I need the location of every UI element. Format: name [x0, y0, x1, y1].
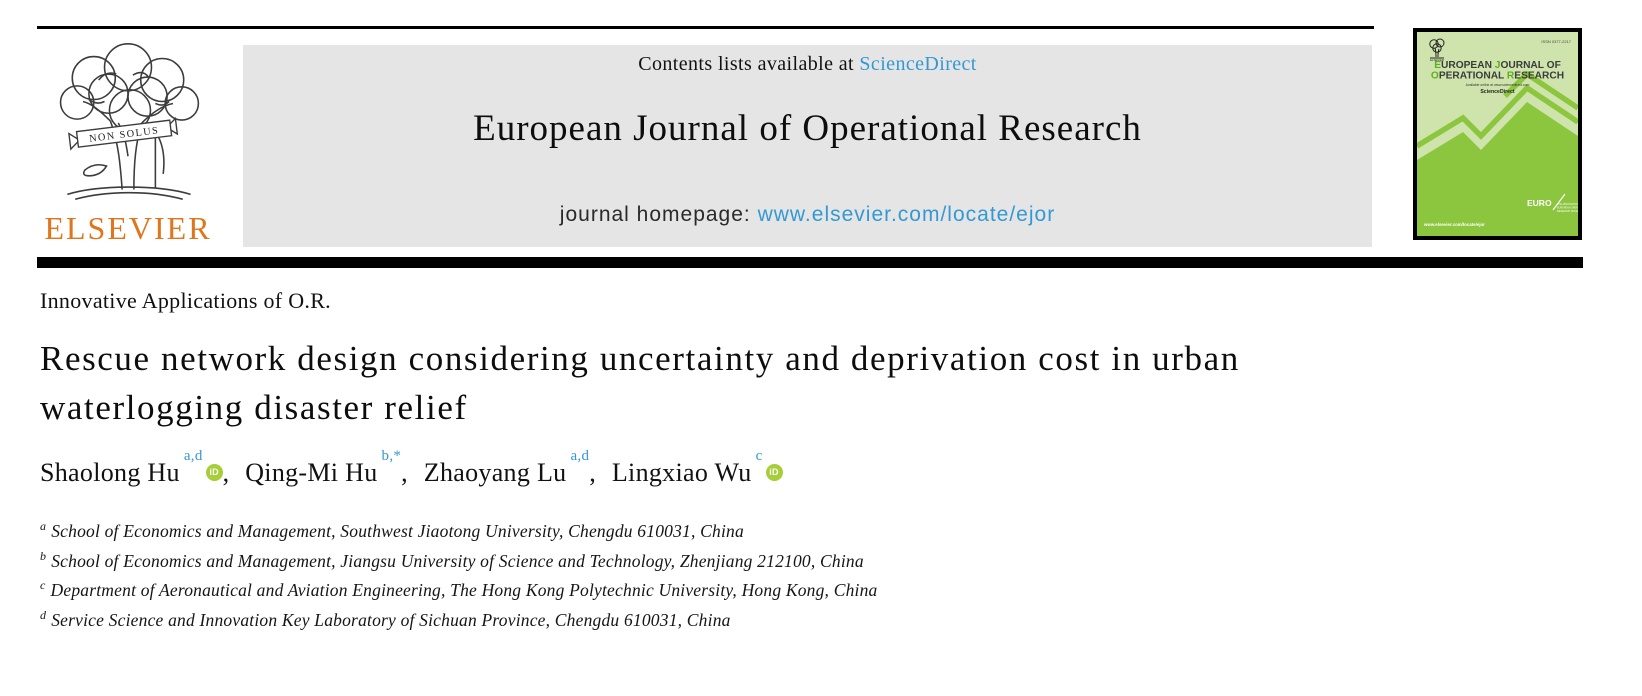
author: Shaolong Hua,diD,: [40, 448, 245, 487]
article-title: Rescue network design considering uncert…: [40, 339, 1240, 427]
journal-title: European Journal of Operational Research: [473, 108, 1142, 149]
author-affiliation-sup: a,d: [570, 448, 590, 465]
affiliation: a School of Economics and Management, Sou…: [40, 514, 878, 544]
author-affiliation-sup: b,*: [381, 448, 402, 465]
author: Zhaoyang Lua,d,: [423, 448, 612, 487]
affiliation: d Service Science and Innovation Key Labo…: [40, 603, 878, 633]
orcid-icon[interactable]: iD: [205, 464, 223, 481]
author-separator: ,: [589, 458, 603, 487]
svg-text:EUROPEAN OPERATIONAL: EUROPEAN OPERATIONAL: [1557, 206, 1578, 209]
elsevier-wordmark: ELSEVIER: [44, 210, 212, 246]
author-separator: ,: [401, 458, 415, 487]
affiliation-text: Department of Aeronautical and Aviation …: [50, 579, 878, 600]
journal-cover-thumbnail: ELSEVIER ISSN 0377-2217 EUROPEAN JOURNAL…: [1413, 28, 1582, 240]
cover-elsevier-small-wordmark: ELSEVIER: [1430, 58, 1444, 62]
author-name: Qing-Mi Hu: [245, 458, 378, 487]
affiliation: c Department of Aeronautical and Aviation…: [40, 573, 878, 603]
section-label: Innovative Applications of O.R.: [40, 288, 331, 313]
author-affiliation-sup: a,d: [183, 448, 203, 465]
header-bottom-rule: [37, 257, 1583, 268]
sciencedirect-link[interactable]: ScienceDirect: [859, 53, 977, 75]
journal-header-box: Contents lists available at ScienceDirec…: [243, 45, 1372, 247]
author-name: Lingxiao Wu: [611, 458, 752, 487]
affiliation-text: School of Economics and Management, Sout…: [51, 520, 744, 541]
cover-sciencedirect: ScienceDirect: [1480, 89, 1515, 95]
elsevier-tree-icon: NON SOLUS: [59, 43, 200, 201]
author-name: Zhaoyang Lu: [423, 458, 567, 487]
author: Qing-Mi Hub,*,: [245, 448, 424, 487]
cover-artwork: ELSEVIER ISSN 0377-2217 EUROPEAN JOURNAL…: [1417, 32, 1578, 236]
affiliation-text: School of Economics and Management, Jian…: [51, 550, 864, 571]
affiliation-list: a School of Economics and Management, Sou…: [40, 514, 878, 632]
homepage-line: journal homepage: www.elsevier.com/locat…: [243, 203, 1372, 227]
author-separator: ,: [222, 458, 237, 487]
author-affiliation-sup: c: [755, 448, 763, 465]
cover-title-line2: OPERATIONAL RESEARCH: [1431, 71, 1564, 82]
orcid-icon[interactable]: iD: [765, 464, 783, 481]
cover-elsevier-logo-icon: [1429, 38, 1445, 59]
svg-text:RESEARCH SOCIETIES: RESEARCH SOCIETIES: [1557, 210, 1578, 213]
svg-text:THE ASSOCIATION OF: THE ASSOCIATION OF: [1557, 203, 1578, 206]
elsevier-logo: NON SOLUS ELSEVIER: [38, 40, 218, 248]
svg-text:EURO: EURO: [1527, 198, 1552, 208]
author-name: Shaolong Hu: [40, 458, 180, 487]
cover-title-line1: EUROPEAN JOURNAL OF: [1434, 60, 1561, 71]
affiliation: b School of Economics and Management, Jia…: [40, 544, 878, 574]
author: Lingxiao WuciD: [611, 448, 783, 487]
affiliation-sup: b: [40, 548, 47, 563]
author-list: Shaolong Hua,diD, Qing-Mi Hub,*, Zhaoyan…: [40, 448, 783, 488]
cover-url: www.elsevier.com/locate/ejor: [1423, 222, 1485, 227]
homepage-prefix: journal homepage:: [559, 203, 758, 226]
affiliation-sup: d: [40, 607, 47, 622]
affiliation-text: Service Science and Innovation Key Labor…: [51, 609, 731, 630]
cover-issn: ISSN 0377-2217: [1541, 39, 1571, 44]
affiliation-sup: c: [40, 578, 46, 593]
header-top-rule: [37, 26, 1374, 29]
contents-line: Contents lists available at ScienceDirec…: [243, 53, 1372, 76]
journal-homepage-link[interactable]: www.elsevier.com/locate/ejor: [757, 203, 1056, 226]
cover-available-line: Available online at www.sciencedirect.co…: [1466, 83, 1530, 87]
euro-logo: EURO THE ASSOCIATION OF EUROPEAN OPERATI…: [1527, 193, 1578, 213]
contents-prefix: Contents lists available at: [638, 53, 860, 75]
affiliation-sup: a: [40, 519, 47, 533]
